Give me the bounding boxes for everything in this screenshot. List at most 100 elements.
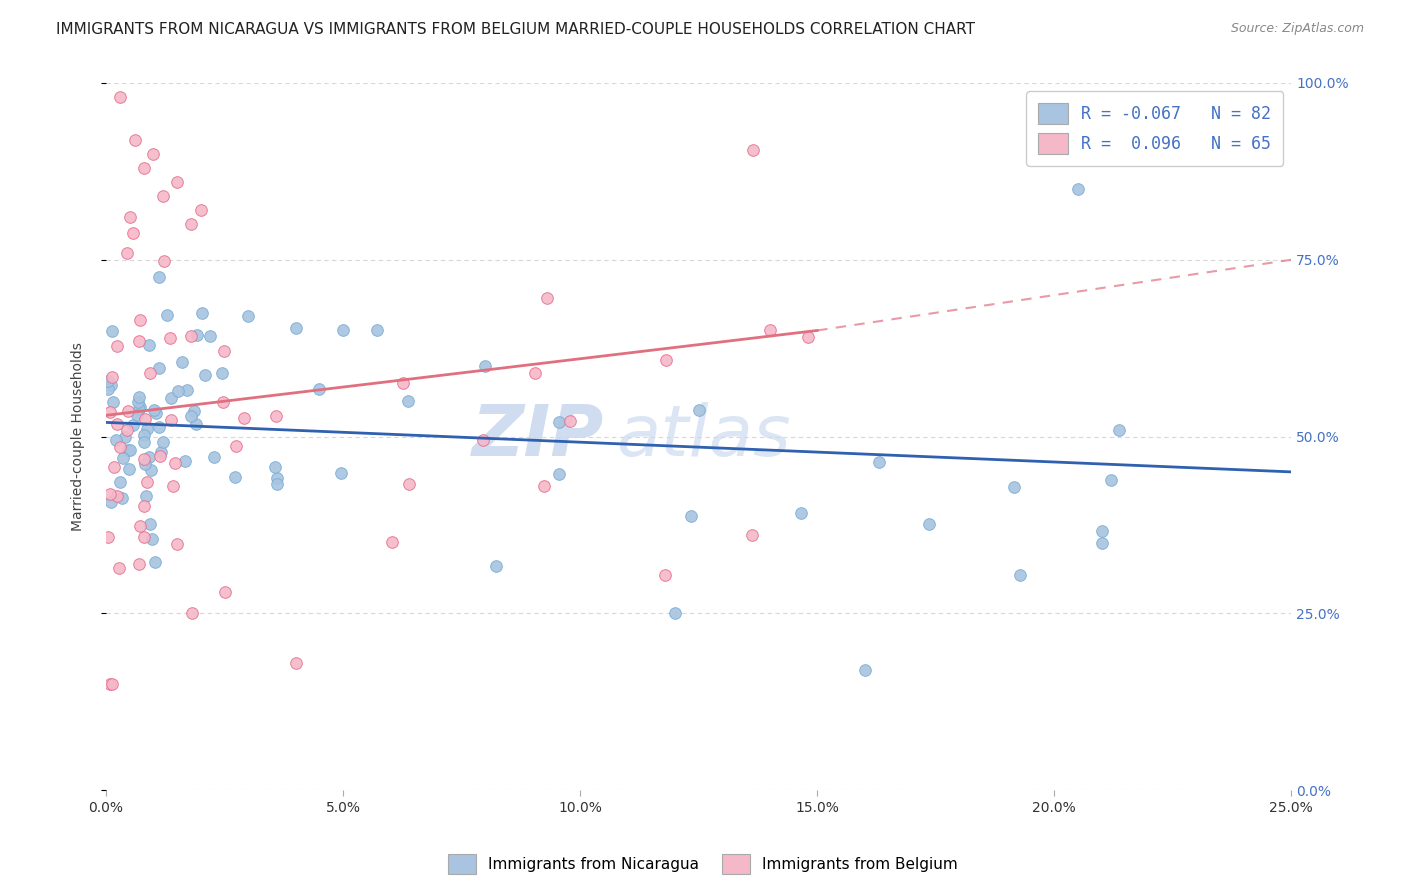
Point [100, 324, 122, 338]
Point [194, 368, 217, 382]
Point [190, 203, 212, 218]
Point [853, 663, 876, 677]
Point [214, 585, 236, 599]
Point [163, 456, 186, 470]
Text: atlas: atlas [616, 402, 790, 471]
Point [110, 475, 132, 490]
Point [548, 467, 571, 481]
Point [128, 390, 150, 404]
Point [98, 487, 121, 501]
Point [558, 414, 581, 428]
Point [471, 433, 494, 447]
Point [101, 370, 124, 384]
Point [533, 479, 555, 493]
Point [330, 467, 353, 481]
Point [124, 132, 146, 146]
Point [129, 313, 152, 327]
Point [132, 428, 155, 442]
Point [679, 508, 702, 523]
Point [135, 489, 157, 503]
Point [115, 245, 138, 260]
Point [392, 376, 415, 390]
Point [139, 366, 162, 380]
Point [396, 394, 419, 409]
Point [1067, 182, 1090, 196]
Point [105, 490, 128, 504]
Point [1091, 524, 1114, 538]
Y-axis label: Married-couple Households: Married-couple Households [72, 343, 86, 531]
Point [211, 395, 233, 409]
Point [211, 366, 233, 380]
Point [120, 443, 142, 458]
Point [118, 462, 141, 476]
Point [180, 409, 202, 424]
Point [266, 477, 288, 491]
Point [797, 330, 820, 344]
Point [263, 459, 285, 474]
Point [117, 443, 139, 458]
Text: IMMIGRANTS FROM NICARAGUA VS IMMIGRANTS FROM BELGIUM MARRIED-COUPLE HOUSEHOLDS C: IMMIGRANTS FROM NICARAGUA VS IMMIGRANTS … [56, 22, 976, 37]
Point [485, 559, 508, 574]
Text: ZIP: ZIP [471, 402, 605, 471]
Point [115, 423, 138, 437]
Point [155, 308, 177, 322]
Point [224, 470, 246, 484]
Point [128, 334, 150, 348]
Point [264, 409, 287, 423]
Point [1002, 480, 1025, 494]
Point [149, 449, 172, 463]
Point [868, 455, 890, 469]
Point [183, 404, 205, 418]
Point [238, 310, 260, 324]
Point [97, 374, 120, 388]
Point [152, 434, 174, 449]
Point [108, 440, 131, 454]
Point [790, 506, 813, 520]
Point [101, 677, 124, 691]
Point [134, 434, 156, 449]
Point [548, 415, 571, 429]
Point [180, 218, 202, 232]
Point [285, 321, 308, 335]
Point [148, 361, 170, 376]
Point [118, 210, 141, 224]
Point [128, 401, 150, 416]
Point [153, 254, 176, 268]
Point [111, 491, 134, 505]
Point [100, 377, 122, 392]
Point [524, 366, 547, 380]
Point [98, 677, 121, 691]
Point [143, 555, 166, 569]
Point [107, 339, 129, 353]
Point [152, 189, 174, 203]
Point [148, 420, 170, 434]
Point [176, 383, 198, 397]
Point [180, 328, 202, 343]
Point [135, 475, 157, 489]
Point [128, 557, 150, 571]
Point [741, 143, 763, 157]
Point [1099, 473, 1122, 487]
Point [198, 328, 221, 343]
Point [138, 338, 160, 352]
Point [114, 430, 136, 444]
Point [132, 452, 155, 467]
Point [381, 535, 404, 549]
Point [664, 607, 686, 621]
Point [105, 434, 128, 448]
Point [284, 656, 307, 670]
Text: Source: ZipAtlas.com: Source: ZipAtlas.com [1230, 22, 1364, 36]
Point [173, 454, 195, 468]
Point [366, 323, 388, 337]
Point [308, 382, 330, 396]
Point [101, 395, 124, 409]
Point [180, 606, 202, 620]
Point [1008, 567, 1031, 582]
Point [134, 411, 156, 425]
Point [332, 323, 354, 337]
Point [166, 537, 188, 551]
Point [125, 409, 148, 423]
Point [122, 418, 145, 433]
Point [112, 450, 135, 465]
Point [398, 476, 420, 491]
